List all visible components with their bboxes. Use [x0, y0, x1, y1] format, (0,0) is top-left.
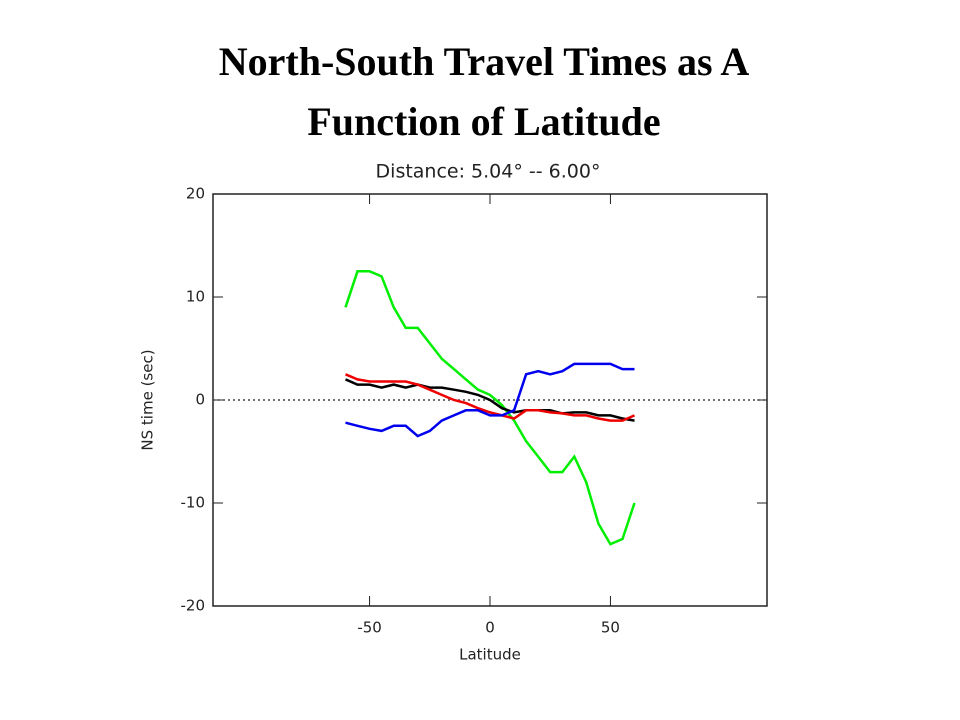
y-tick-label: 10: [186, 288, 205, 306]
chart-title: Distance: 5.04° -- 6.00°: [376, 161, 601, 183]
y-axis-label: NS time (sec): [139, 349, 157, 450]
y-tick-label: 20: [186, 185, 205, 203]
x-tick-label: -50: [357, 619, 382, 637]
x-tick-label: 0: [485, 619, 495, 637]
y-tick-label: -20: [181, 597, 206, 615]
series-line: [344, 270, 636, 546]
slide-title: Function of Latitude: [307, 99, 660, 144]
x-tick-label: 50: [601, 619, 620, 637]
x-axis-label: Latitude: [459, 646, 521, 664]
series-line: [345, 362, 635, 438]
series-line: [345, 378, 635, 422]
y-tick-label: 0: [195, 391, 205, 409]
series-line: [345, 373, 635, 422]
slide-title: North-South Travel Times as A: [219, 39, 750, 84]
y-tick-label: -10: [181, 494, 206, 512]
